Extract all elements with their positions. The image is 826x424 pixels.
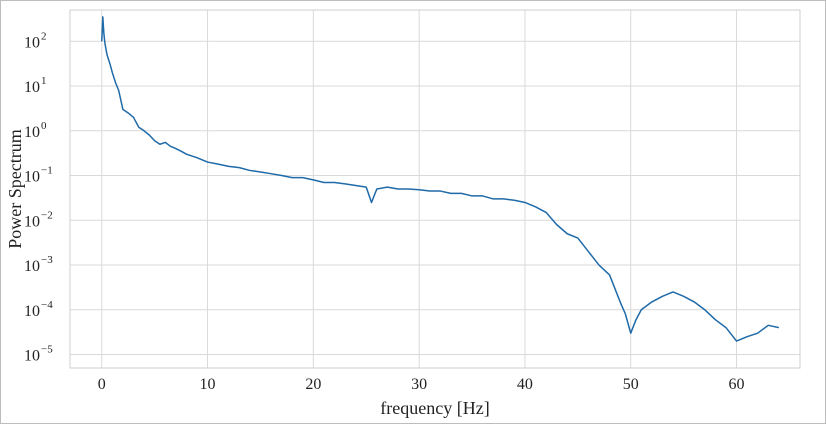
grid (70, 10, 800, 368)
x-tick-label: 30 (411, 376, 427, 393)
x-tick-label: 10 (200, 376, 216, 393)
x-tick-label: 60 (729, 376, 745, 393)
power-spectrum-line (100, 16, 779, 342)
y-tick-label: 10 (24, 169, 40, 186)
y-axis-label: Power Spectrum (5, 129, 25, 248)
x-tick-label: 50 (623, 376, 639, 393)
x-tick-labels: 0 10 20 30 40 50 60 (98, 376, 745, 393)
y-tick-label: 10 (24, 124, 40, 141)
y-tick-label: 10 (24, 213, 40, 230)
y-tick-label: 10 (24, 79, 40, 96)
y-tick-exponent: −1 (41, 165, 53, 177)
y-tick-exponent: −3 (41, 254, 53, 266)
y-tick-exponent: 1 (41, 75, 47, 87)
x-axis-label: frequency [Hz] (380, 398, 489, 418)
plot-border (69, 9, 801, 369)
y-tick-exponent: −2 (41, 209, 53, 221)
y-tick-exponent: 2 (41, 30, 47, 42)
y-tick-exponent: −5 (41, 344, 53, 356)
x-tick-label: 0 (98, 376, 106, 393)
y-tick-label: 10 (24, 348, 40, 365)
y-tick-exponent: −4 (41, 299, 53, 311)
y-tick-exponent: 0 (41, 120, 47, 132)
y-tick-label: 10 (24, 303, 40, 320)
y-tick-label: 10 (24, 34, 40, 51)
x-tick-label: 40 (517, 376, 533, 393)
x-tick-label: 20 (305, 376, 321, 393)
plot-area (70, 10, 800, 368)
y-tick-label: 10 (24, 258, 40, 275)
